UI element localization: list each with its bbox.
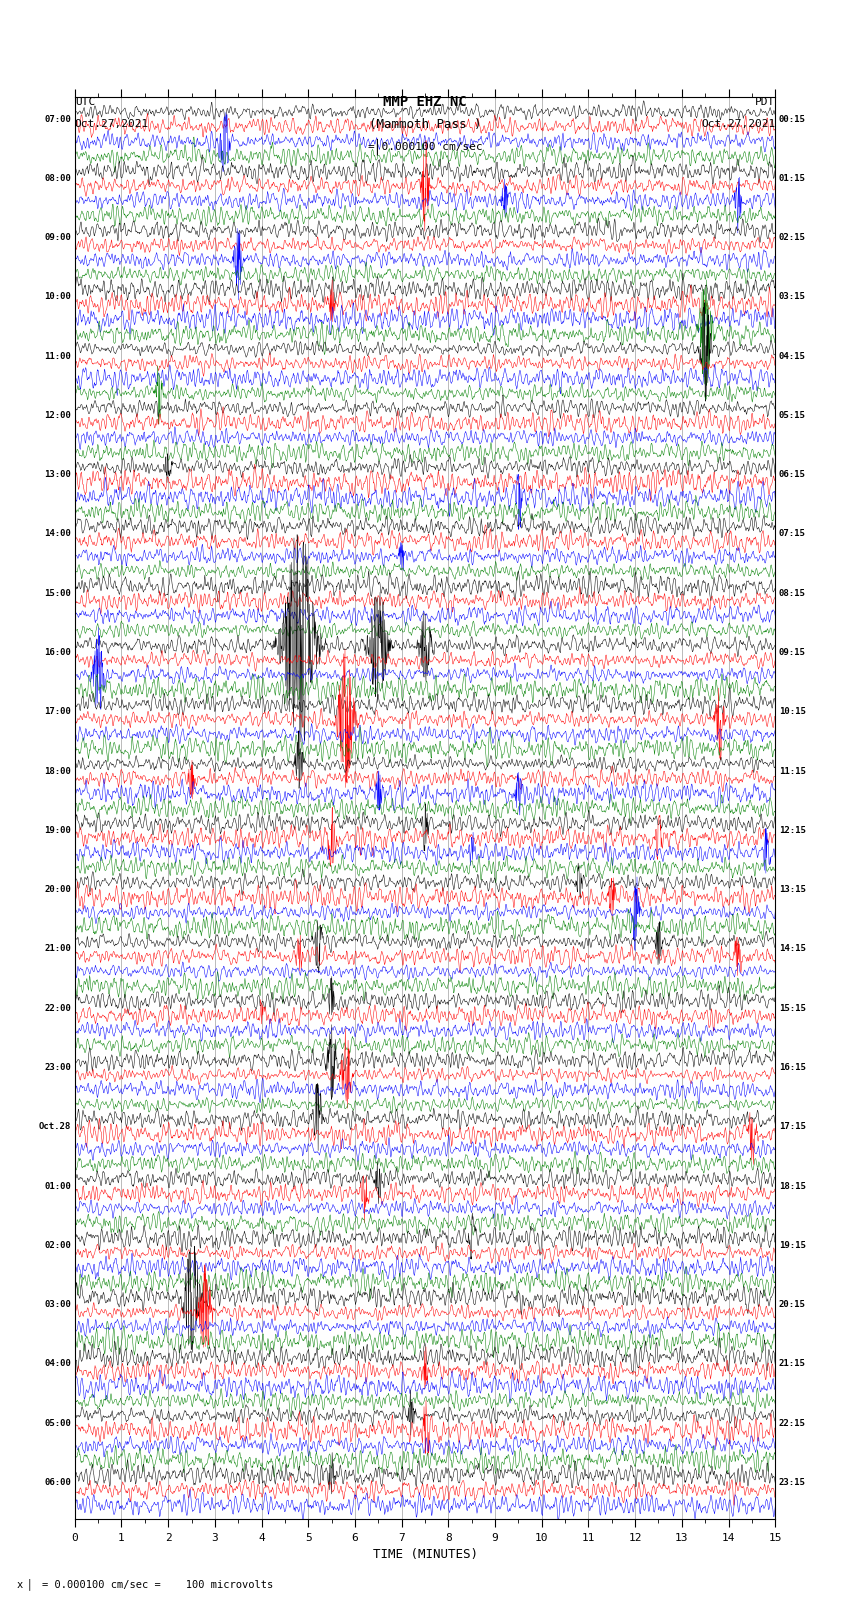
Text: 01:00: 01:00 — [44, 1181, 71, 1190]
Text: 09:15: 09:15 — [779, 648, 806, 656]
Text: 10:00: 10:00 — [44, 292, 71, 302]
Text: 20:00: 20:00 — [44, 886, 71, 894]
Text: 08:15: 08:15 — [779, 589, 806, 598]
Text: UTC: UTC — [75, 97, 95, 106]
Text: 01:15: 01:15 — [779, 174, 806, 182]
Text: Oct.27,2021: Oct.27,2021 — [75, 119, 149, 129]
Text: 23:00: 23:00 — [44, 1063, 71, 1073]
Text: 12:00: 12:00 — [44, 411, 71, 419]
Text: 11:00: 11:00 — [44, 352, 71, 361]
Text: = 0.000100 cm/sec: = 0.000100 cm/sec — [367, 142, 483, 152]
Text: 02:00: 02:00 — [44, 1240, 71, 1250]
Text: 19:00: 19:00 — [44, 826, 71, 836]
Text: 04:15: 04:15 — [779, 352, 806, 361]
Text: 10:15: 10:15 — [779, 706, 806, 716]
Text: 17:15: 17:15 — [779, 1123, 806, 1131]
Text: 03:15: 03:15 — [779, 292, 806, 302]
Text: 13:15: 13:15 — [779, 886, 806, 894]
X-axis label: TIME (MINUTES): TIME (MINUTES) — [372, 1548, 478, 1561]
Text: 03:00: 03:00 — [44, 1300, 71, 1310]
Text: PDT: PDT — [755, 97, 775, 106]
Text: 16:00: 16:00 — [44, 648, 71, 656]
Text: x ▏ = 0.000100 cm/sec =    100 microvolts: x ▏ = 0.000100 cm/sec = 100 microvolts — [17, 1578, 273, 1590]
Text: 15:15: 15:15 — [779, 1003, 806, 1013]
Text: 22:00: 22:00 — [44, 1003, 71, 1013]
Text: 13:00: 13:00 — [44, 469, 71, 479]
Text: 19:15: 19:15 — [779, 1240, 806, 1250]
Text: 14:15: 14:15 — [779, 944, 806, 953]
Text: 16:15: 16:15 — [779, 1063, 806, 1073]
Text: 23:15: 23:15 — [779, 1478, 806, 1487]
Text: 12:15: 12:15 — [779, 826, 806, 836]
Text: 09:00: 09:00 — [44, 232, 71, 242]
Text: 06:00: 06:00 — [44, 1478, 71, 1487]
Text: (Mammoth Pass ): (Mammoth Pass ) — [369, 118, 481, 131]
Text: 18:00: 18:00 — [44, 766, 71, 776]
Text: 06:15: 06:15 — [779, 469, 806, 479]
Text: Oct.27,2021: Oct.27,2021 — [701, 119, 775, 129]
Text: 20:15: 20:15 — [779, 1300, 806, 1310]
Text: MMP EHZ NC: MMP EHZ NC — [383, 95, 467, 108]
Text: 11:15: 11:15 — [779, 766, 806, 776]
Text: ▏: ▏ — [377, 139, 385, 155]
Text: 17:00: 17:00 — [44, 706, 71, 716]
Text: 21:00: 21:00 — [44, 944, 71, 953]
Text: 00:15: 00:15 — [779, 115, 806, 124]
Text: 07:15: 07:15 — [779, 529, 806, 539]
Text: 07:00: 07:00 — [44, 115, 71, 124]
Text: 14:00: 14:00 — [44, 529, 71, 539]
Text: 15:00: 15:00 — [44, 589, 71, 598]
Text: Oct.28: Oct.28 — [39, 1123, 71, 1131]
Text: 22:15: 22:15 — [779, 1418, 806, 1428]
Text: 02:15: 02:15 — [779, 232, 806, 242]
Text: 04:00: 04:00 — [44, 1360, 71, 1368]
Text: 05:00: 05:00 — [44, 1418, 71, 1428]
Text: 08:00: 08:00 — [44, 174, 71, 182]
Text: 05:15: 05:15 — [779, 411, 806, 419]
Text: 21:15: 21:15 — [779, 1360, 806, 1368]
Text: 18:15: 18:15 — [779, 1181, 806, 1190]
